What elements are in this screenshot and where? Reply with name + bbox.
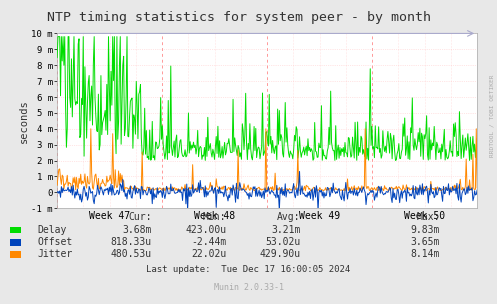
Text: 9.83m: 9.83m [411,225,440,234]
Text: Avg:: Avg: [277,212,301,222]
Text: 818.33u: 818.33u [110,237,152,247]
Text: 8.14m: 8.14m [411,249,440,259]
Text: 3.21m: 3.21m [271,225,301,234]
Text: Max:: Max: [416,212,440,222]
Text: Delay: Delay [37,225,67,234]
Text: Last update:  Tue Dec 17 16:00:05 2024: Last update: Tue Dec 17 16:00:05 2024 [147,264,350,274]
Text: 22.02u: 22.02u [191,249,226,259]
Text: 3.65m: 3.65m [411,237,440,247]
Text: -2.44m: -2.44m [191,237,226,247]
Text: Jitter: Jitter [37,249,73,259]
Text: 429.90u: 429.90u [259,249,301,259]
Text: 3.68m: 3.68m [122,225,152,234]
Y-axis label: seconds: seconds [19,99,29,143]
Text: 53.02u: 53.02u [265,237,301,247]
Text: Cur:: Cur: [128,212,152,222]
Text: RRDTOOL / TOBI OETIKER: RRDTOOL / TOBI OETIKER [490,74,495,157]
Text: 480.53u: 480.53u [110,249,152,259]
Text: Min:: Min: [203,212,226,222]
Text: Munin 2.0.33-1: Munin 2.0.33-1 [214,283,283,292]
Text: 423.00u: 423.00u [185,225,226,234]
Text: Offset: Offset [37,237,73,247]
Text: NTP timing statistics for system peer - by month: NTP timing statistics for system peer - … [47,11,430,24]
